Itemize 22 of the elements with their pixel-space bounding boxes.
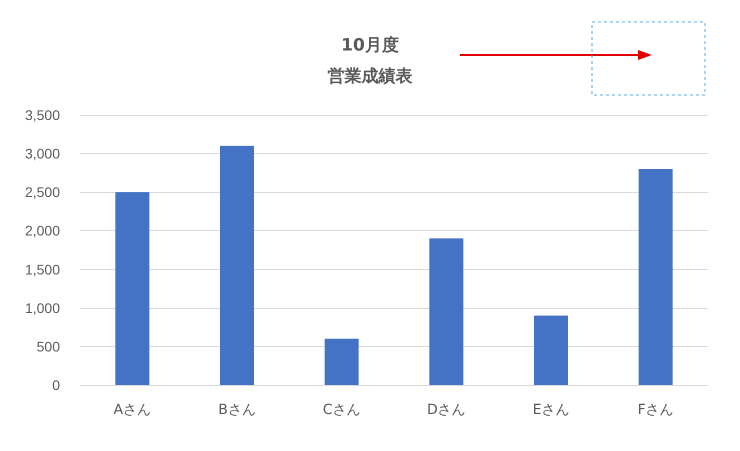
bar [638, 169, 673, 385]
y-tick-label: 2,000 [24, 222, 60, 239]
x-tick-label: Bさん [218, 402, 256, 418]
x-tick-label: Eさん [532, 402, 570, 418]
y-tick-label: 3,000 [24, 146, 60, 162]
y-tick-label: 2,500 [24, 184, 60, 200]
y-tick-label: 500 [36, 338, 60, 354]
chart-subtitle: 営業成績表 [328, 66, 414, 86]
bar [534, 316, 568, 385]
x-tick-label: Cさん [322, 402, 361, 418]
x-tick-label: Dさん [426, 402, 466, 418]
bar [220, 146, 254, 385]
y-tick-label: 1,500 [24, 261, 60, 278]
y-tick-label: 3,500 [24, 107, 60, 123]
x-tick-label: Fさん [638, 402, 674, 418]
x-tick-label: Aさん [114, 402, 152, 418]
y-tick-label: 0 [52, 377, 60, 393]
bar [429, 238, 464, 385]
y-tick-label: 1,000 [24, 300, 60, 316]
bar [324, 338, 359, 385]
bar [115, 192, 150, 385]
chart-title: 10月度 [341, 36, 399, 56]
